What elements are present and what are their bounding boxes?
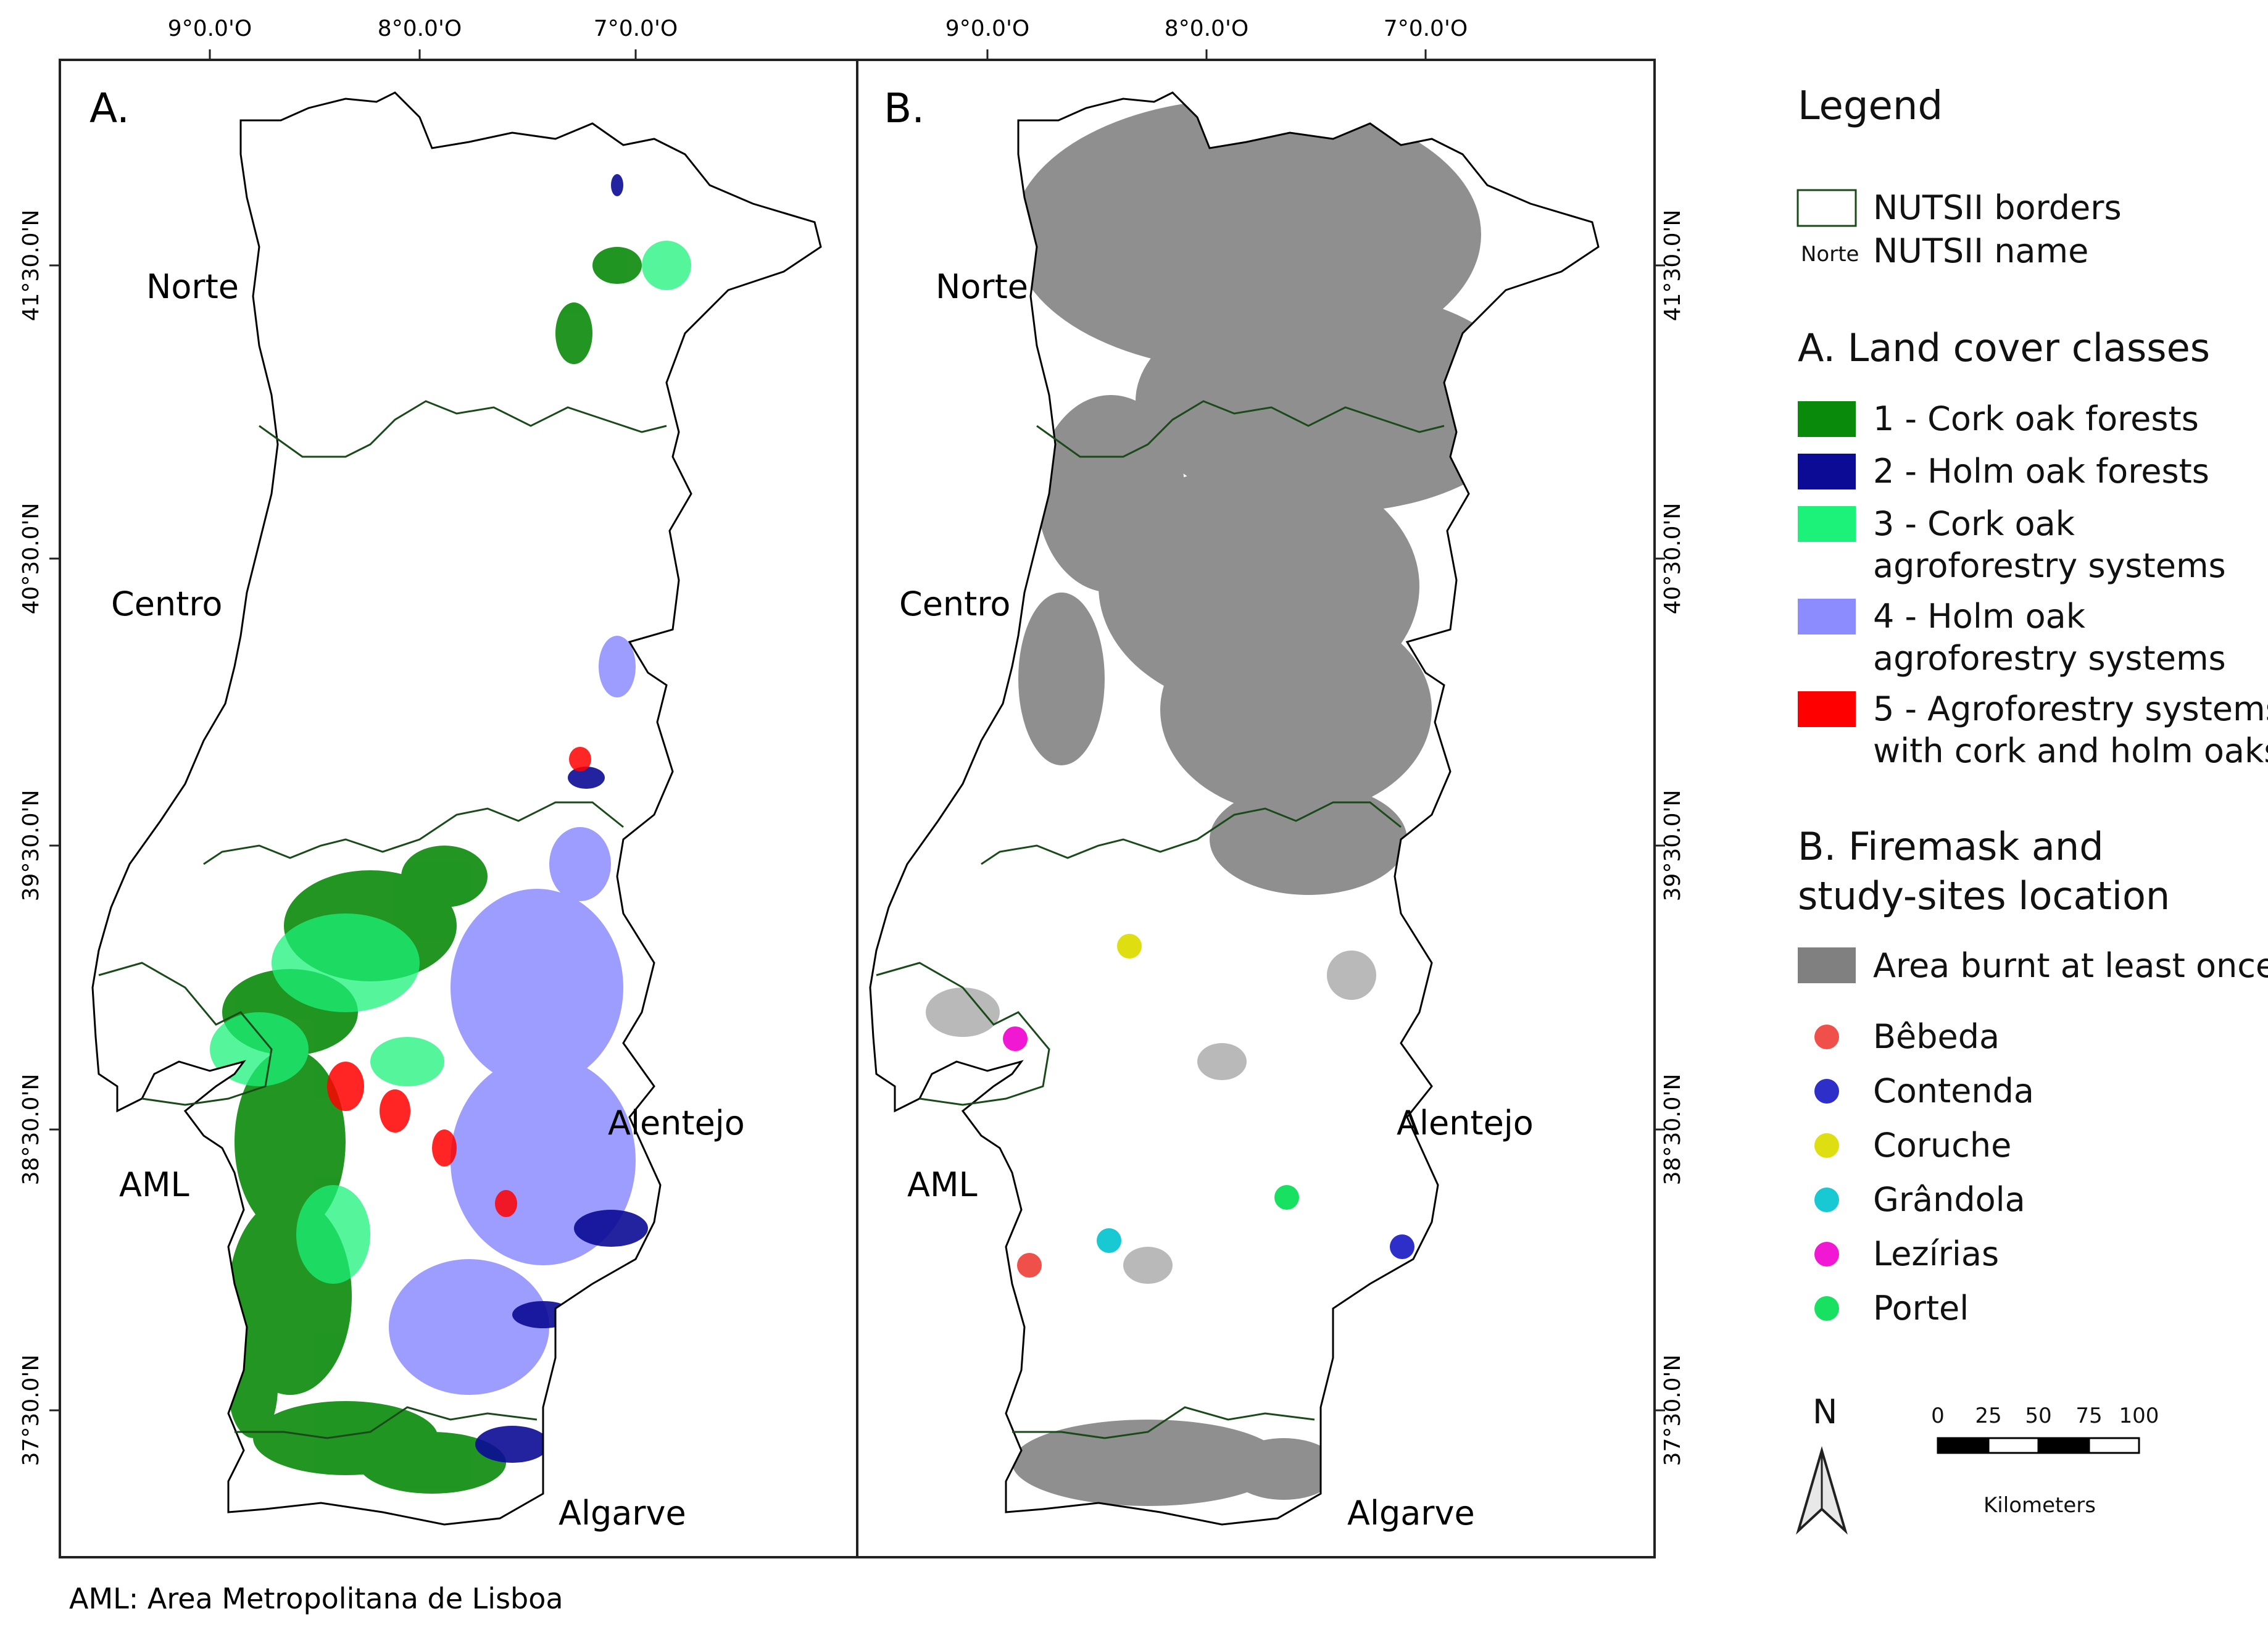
region-centro-a: Centro bbox=[111, 585, 222, 623]
north-arrow-label: N bbox=[1813, 1392, 1837, 1431]
legend-class-3-label-2: agroforestry systems bbox=[1873, 546, 2226, 585]
legend-class-5-label-1: 5 - Agroforestry systems bbox=[1873, 689, 2268, 728]
region-aml-a: AML bbox=[119, 1165, 189, 1204]
legend-swatch-burnt bbox=[1798, 947, 1856, 983]
legend-class-4-label-1: 4 - Holm oak bbox=[1873, 597, 2086, 636]
site-marker-grandola[interactable] bbox=[1097, 1228, 1121, 1253]
legend-class-4-label-2: agroforestry systems bbox=[1873, 639, 2226, 678]
site-marker-lezirias[interactable] bbox=[1003, 1026, 1028, 1051]
scale-tick-75: 75 bbox=[2075, 1404, 2102, 1428]
legend-site-lezirias: Lezírias bbox=[1873, 1234, 1999, 1273]
legend-title: Legend bbox=[1798, 83, 1943, 129]
scale-unit: Kilometers bbox=[1983, 1493, 2096, 1518]
legend-swatch-class-4 bbox=[1798, 599, 1856, 634]
tick-lon-9-a: 9°0.0'O bbox=[168, 16, 252, 41]
tick-lat-39-a: 39°30.0'N bbox=[19, 790, 44, 902]
legend-site-contenda: Contenda bbox=[1873, 1071, 2034, 1110]
tick-lat-38-b: 38°30.0'N bbox=[1660, 1074, 1685, 1186]
tick-lat-39-b: 39°30.0'N bbox=[1660, 790, 1685, 902]
scale-tick-100: 100 bbox=[2119, 1404, 2159, 1428]
legend-swatch-class-1 bbox=[1798, 401, 1856, 437]
scale-tick-50: 50 bbox=[2025, 1404, 2051, 1428]
site-marker-coruche[interactable] bbox=[1117, 934, 1142, 959]
legend-site-bebeda-dot bbox=[1814, 1025, 1839, 1049]
legend-site-grandola-dot bbox=[1814, 1188, 1839, 1212]
land-cover-patches bbox=[210, 174, 691, 1494]
tick-lat-40-b: 40°30.0'N bbox=[1660, 503, 1685, 615]
site-marker-portel[interactable] bbox=[1274, 1185, 1299, 1210]
legend-land-cover-heading: A. Land cover classes bbox=[1798, 325, 2210, 370]
panel-a-map bbox=[91, 91, 822, 1526]
tick-lat-37-a: 37°30.0'N bbox=[19, 1355, 44, 1467]
legend-swatch-class-2 bbox=[1798, 454, 1856, 489]
legend-site-coruche-dot bbox=[1814, 1133, 1839, 1158]
legend-burnt-label: Area burnt at least once bbox=[1873, 946, 2268, 985]
scale-bar: 0 25 50 75 100 Kilometers bbox=[1931, 1404, 2159, 1518]
legend-site-portel-dot bbox=[1814, 1296, 1839, 1321]
tick-lat-38-a: 38°30.0'N bbox=[19, 1074, 44, 1186]
region-centro-b: Centro bbox=[899, 585, 1010, 623]
legend-site-coruche: Coruche bbox=[1873, 1126, 2011, 1165]
legend-firemask-heading-1: B. Firemask and bbox=[1798, 824, 2104, 869]
legend-nuts-borders: NUTSII borders bbox=[1873, 188, 2122, 227]
tick-lon-7-b: 7°0.0'O bbox=[1384, 16, 1468, 41]
region-alentejo-b: Alentejo bbox=[1397, 1104, 1534, 1142]
panel-b-map bbox=[869, 91, 1600, 1526]
legend-class-5-label-2: with cork and holm oaks bbox=[1873, 731, 2268, 770]
legend-nuts-name-sample: Norte bbox=[1801, 242, 1859, 267]
legend-class-2-label: 2 - Holm oak forests bbox=[1873, 452, 2209, 491]
legend-site-contenda-dot bbox=[1814, 1079, 1839, 1104]
legend-site-portel: Portel bbox=[1873, 1289, 1969, 1328]
site-marker-bebeda[interactable] bbox=[1017, 1253, 1042, 1278]
panel-a-top-ticks bbox=[209, 49, 637, 60]
legend-class-1-label: 1 - Cork oak forests bbox=[1873, 399, 2199, 438]
legend-nuts-border-swatch bbox=[1797, 189, 1857, 227]
panel-a-label: A. bbox=[89, 85, 130, 132]
nuts-borders-a bbox=[98, 400, 667, 1439]
panel-b-top-ticks bbox=[986, 49, 1427, 60]
legend-site-bebeda: Bêbeda bbox=[1873, 1017, 2000, 1056]
tick-lat-41-b: 41°30.0'N bbox=[1660, 210, 1685, 322]
region-alentejo-a: Alentejo bbox=[608, 1104, 745, 1142]
region-algarve-b: Algarve bbox=[1347, 1494, 1475, 1533]
legend-nuts-name: NUTSII name bbox=[1873, 231, 2088, 270]
legend: Legend NUTSII borders Norte NUTSII name … bbox=[1796, 83, 2268, 1535]
legend-class-3-label-1: 3 - Cork oak bbox=[1873, 504, 2075, 543]
tick-lon-9-b: 9°0.0'O bbox=[945, 16, 1029, 41]
region-algarve-a: Algarve bbox=[559, 1494, 686, 1533]
legend-firemask-heading-2: study-sites location bbox=[1798, 873, 2170, 918]
legend-swatch-class-3 bbox=[1798, 506, 1856, 542]
region-norte-a: Norte bbox=[146, 267, 239, 306]
legend-site-grandola: Grândola bbox=[1873, 1180, 2025, 1219]
panel-a-left-ticks bbox=[49, 264, 60, 1412]
tick-lon-8-a: 8°0.0'O bbox=[378, 16, 462, 41]
burnt-area bbox=[926, 99, 1531, 1506]
site-marker-contenda[interactable] bbox=[1390, 1234, 1414, 1259]
scale-tick-25: 25 bbox=[1975, 1404, 2001, 1428]
legend-swatch-class-5 bbox=[1798, 691, 1856, 727]
tick-lon-7-a: 7°0.0'O bbox=[594, 16, 678, 41]
tick-lat-37-b: 37°30.0'N bbox=[1660, 1355, 1685, 1467]
tick-lon-8-b: 8°0.0'O bbox=[1165, 16, 1248, 41]
tick-lat-40-a: 40°30.0'N bbox=[19, 503, 44, 615]
region-norte-b: Norte bbox=[936, 267, 1028, 306]
region-aml-b: AML bbox=[907, 1165, 978, 1204]
tick-lat-41-a: 41°30.0'N bbox=[19, 210, 44, 322]
footnote: AML: Area Metropolitana de Lisboa bbox=[69, 1582, 563, 1615]
panel-b-right-ticks bbox=[1655, 264, 1665, 1412]
legend-site-lezirias-dot bbox=[1814, 1242, 1839, 1267]
panel-b-label: B. bbox=[884, 85, 924, 132]
nuts-borders-b bbox=[876, 400, 1445, 1439]
scale-tick-0: 0 bbox=[1931, 1404, 1945, 1428]
